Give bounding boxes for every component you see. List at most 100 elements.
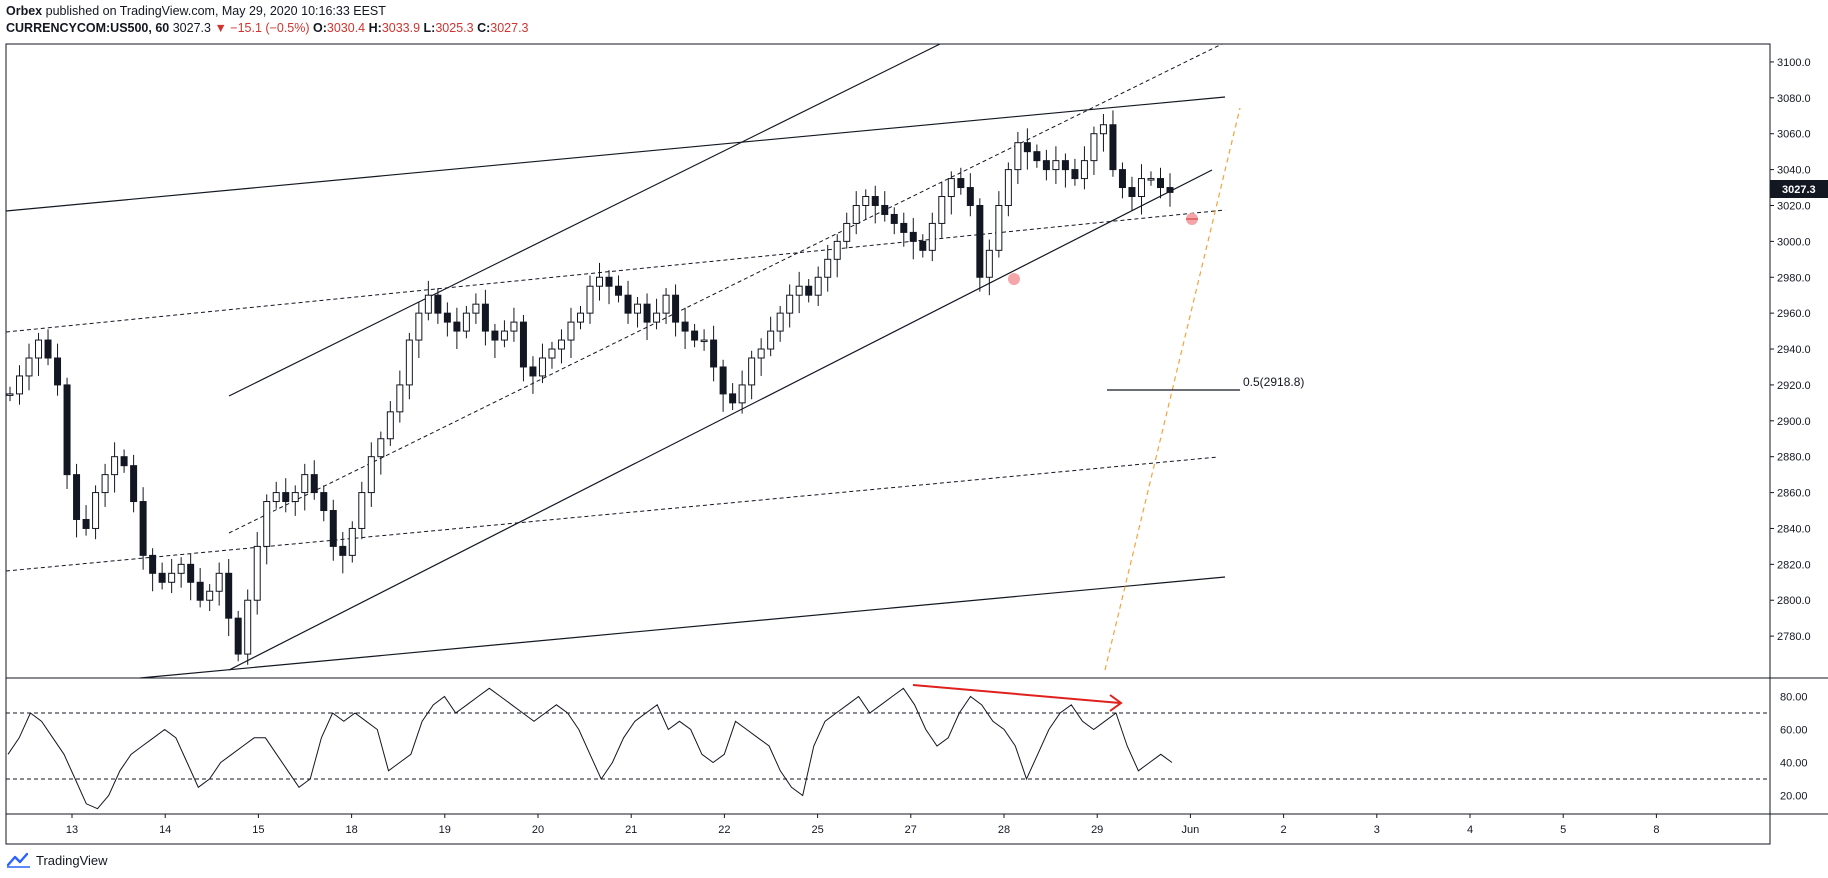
candle-body [1023, 142, 1031, 153]
oscillator-tick-label: 80.00 [1780, 692, 1808, 704]
orange-dashed-line[interactable] [1104, 107, 1241, 671]
candle-body [1118, 169, 1126, 189]
candle-body [1166, 187, 1174, 193]
candle-body [1061, 160, 1069, 171]
candle-body [947, 178, 955, 198]
price-tick-label: 2840.0 [1777, 523, 1811, 535]
candle-body [82, 518, 90, 529]
candle-body [748, 357, 756, 386]
candle-body [567, 321, 575, 341]
candle-body [244, 599, 252, 655]
candle-body [1014, 142, 1022, 171]
candle-body [291, 492, 299, 503]
candle-body [757, 348, 765, 359]
candle-body [1071, 169, 1079, 180]
candle-body [386, 411, 394, 440]
candle-body [1052, 160, 1060, 171]
candle-body [1033, 151, 1041, 162]
price-tick-label: 2860.0 [1777, 488, 1811, 500]
channel-upper-line[interactable] [5, 96, 1226, 212]
time-tick-label: 8 [1653, 824, 1659, 836]
candle-body [462, 312, 470, 332]
price-tick-label: 3100.0 [1777, 57, 1811, 69]
price-tick-label: 2900.0 [1777, 416, 1811, 428]
publisher-line: Orbex published on TradingView.com, May … [6, 3, 529, 20]
time-tick-label: 18 [345, 824, 357, 836]
channel-mid-lower-dashed[interactable] [5, 456, 1219, 572]
candle-body [396, 384, 404, 413]
candle-body [985, 249, 993, 278]
candle-body [938, 196, 946, 224]
candle-body [862, 196, 870, 206]
candle-body [881, 204, 889, 215]
price-tick-label: 2820.0 [1777, 559, 1811, 571]
oscillator-axis: 20.00 40.00 60.00 80.00 [1780, 692, 1808, 803]
candle-body [653, 312, 661, 323]
low-label: L: [423, 21, 436, 35]
last-price-badge: 3027.3 [1770, 180, 1828, 198]
tradingview-logo-icon [6, 852, 30, 868]
candle-body [215, 572, 223, 592]
candle-body [900, 222, 908, 233]
publisher-name[interactable]: Orbex [6, 4, 43, 18]
highlight-circle[interactable] [1008, 273, 1020, 285]
candle-body [976, 204, 984, 278]
candle-body [177, 563, 185, 574]
time-tick-label: 29 [1091, 824, 1103, 836]
candle-body [329, 510, 337, 547]
candle-body [586, 285, 594, 314]
candle-body [776, 312, 784, 332]
rising-upper-line[interactable] [228, 43, 941, 397]
candle-body [6, 393, 14, 396]
candle-body [719, 366, 727, 395]
rising-support-line[interactable] [228, 169, 1213, 671]
candle-body [833, 240, 841, 260]
candle-body [710, 339, 718, 368]
oscillator-panel [6, 684, 1770, 810]
candle-body [957, 178, 965, 189]
time-tick-label: 15 [252, 824, 264, 836]
published-text: published on TradingView.com, May 29, 20… [45, 4, 386, 18]
price-tick-label: 3020.0 [1777, 200, 1811, 212]
channel-lower-line[interactable] [139, 576, 1226, 679]
high-label: H: [368, 21, 382, 35]
candle-body [738, 384, 746, 404]
price-tick-label: 2800.0 [1777, 595, 1811, 607]
rising-mid-dashed[interactable] [228, 43, 1223, 534]
price-tick-label: 2940.0 [1777, 344, 1811, 356]
candle-body [805, 285, 813, 296]
candle-body [358, 492, 366, 529]
time-tick-label: Jun [1182, 824, 1200, 836]
price-tick-label: 3000.0 [1777, 236, 1811, 248]
time-tick-label: 25 [811, 824, 823, 836]
down-arrow-icon: ▼ [214, 21, 227, 35]
time-tick-label: 14 [159, 824, 171, 836]
candle-body [453, 321, 461, 332]
plot-border [5, 43, 1771, 845]
footer-branding[interactable]: TradingView [6, 852, 108, 868]
symbol-name[interactable]: CURRENCYCOM:US500, 60 [6, 21, 170, 35]
candle-body [928, 222, 936, 251]
candle-body [434, 294, 442, 314]
channel-mid-upper-dashed[interactable] [5, 209, 1226, 333]
candle-body [672, 294, 680, 323]
candle-body [1080, 160, 1088, 180]
candle-body [415, 312, 423, 341]
last-price-badge-bg [1770, 180, 1828, 198]
price-tick-label: 2780.0 [1777, 631, 1811, 643]
candle-body [443, 312, 451, 323]
divergence-arrow-line[interactable] [912, 684, 1121, 704]
candle-body [472, 303, 480, 314]
candle-body [909, 231, 917, 242]
candle-body [101, 474, 109, 494]
last-price: 3027.3 [172, 21, 211, 35]
candle-body [111, 456, 119, 476]
candle-body [320, 492, 328, 512]
high-value: 3033.9 [381, 21, 421, 35]
chart-frame [5, 43, 1828, 845]
candle-body [253, 545, 261, 601]
oscillator-tick-label: 40.00 [1780, 758, 1808, 770]
candle-body [605, 276, 613, 287]
candle-body [25, 357, 33, 377]
